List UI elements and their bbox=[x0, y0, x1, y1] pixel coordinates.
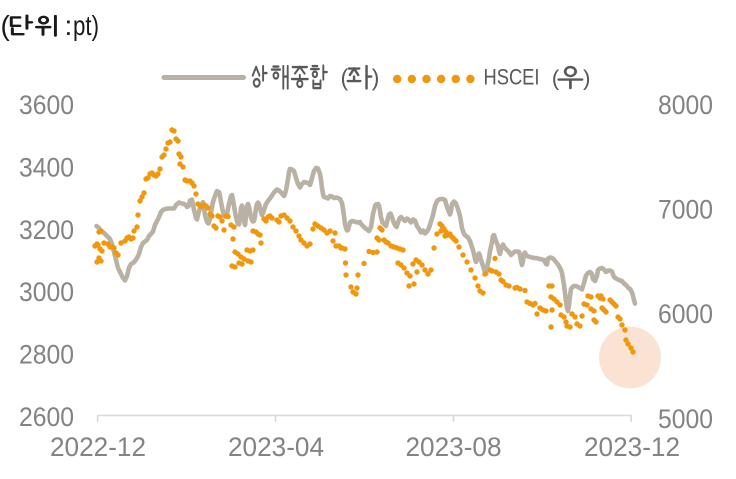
svg-text::: : bbox=[65, 10, 73, 41]
svg-text:(: ( bbox=[341, 65, 349, 91]
svg-text:3600: 3600 bbox=[19, 90, 74, 120]
svg-text:5000: 5000 bbox=[658, 404, 713, 434]
svg-text:3400: 3400 bbox=[19, 152, 74, 182]
svg-text:2023-08: 2023-08 bbox=[406, 432, 502, 462]
svg-text:2022-12: 2022-12 bbox=[50, 432, 146, 462]
svg-text:2600: 2600 bbox=[19, 402, 74, 432]
svg-text:(: ( bbox=[552, 66, 560, 91]
svg-text:7000: 7000 bbox=[658, 195, 713, 225]
svg-text:2023-04: 2023-04 bbox=[228, 432, 324, 462]
svg-text:8000: 8000 bbox=[658, 90, 713, 120]
svg-text:): ) bbox=[372, 65, 380, 91]
svg-text:): ) bbox=[583, 66, 591, 91]
svg-text:2023-12: 2023-12 bbox=[584, 432, 680, 462]
svg-text:pt): pt) bbox=[73, 10, 99, 41]
svg-text:(: ( bbox=[1, 10, 11, 41]
svg-text:HSCEI: HSCEI bbox=[484, 65, 540, 90]
svg-text:3000: 3000 bbox=[19, 277, 74, 307]
svg-text:6000: 6000 bbox=[658, 299, 713, 329]
svg-text:3200: 3200 bbox=[19, 215, 74, 245]
svg-text:2800: 2800 bbox=[19, 340, 74, 370]
